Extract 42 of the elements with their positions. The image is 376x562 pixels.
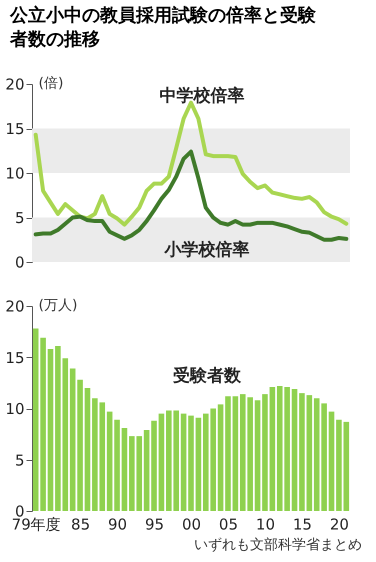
x-tick-label: 95 bbox=[144, 516, 164, 534]
x-tick-label: 20 bbox=[330, 516, 349, 534]
text: いずれも文部科学省まとめ bbox=[193, 536, 362, 554]
line-series bbox=[34, 150, 348, 242]
bar bbox=[129, 436, 135, 511]
x-tick-label: 10 bbox=[256, 516, 275, 534]
series-label: 中学校倍率 bbox=[160, 86, 244, 106]
x-tick-label: 15 bbox=[292, 516, 312, 534]
bar bbox=[306, 395, 312, 511]
bar bbox=[344, 422, 350, 511]
bar bbox=[62, 358, 68, 511]
y-tick-label: 0 bbox=[14, 254, 24, 272]
bar bbox=[136, 436, 142, 511]
x-tick-label: 90 bbox=[108, 516, 128, 534]
y-tick-label: 20 bbox=[5, 76, 24, 94]
series-label: 小学校倍率 bbox=[164, 240, 250, 260]
x-tick-label: 79年度 bbox=[12, 516, 61, 534]
bar bbox=[276, 386, 283, 511]
bar bbox=[202, 414, 209, 511]
bar bbox=[240, 394, 246, 511]
y-tick-label: 5 bbox=[14, 209, 24, 227]
bar bbox=[314, 398, 320, 511]
y-axis-title: (万人) bbox=[38, 298, 78, 314]
bar bbox=[247, 397, 253, 511]
bar bbox=[166, 410, 172, 511]
bar bbox=[32, 328, 38, 511]
y-axis-title: (倍) bbox=[38, 76, 64, 92]
x-tick-label: 05 bbox=[218, 516, 238, 534]
bar bbox=[210, 408, 216, 511]
chart-title: 公立小中の教員採用試験の倍率と受験者数の推移 bbox=[8, 4, 317, 52]
y-tick-label: 15 bbox=[5, 348, 24, 367]
x-tick-label: 85 bbox=[71, 516, 90, 534]
y-tick-label: 5 bbox=[14, 451, 24, 470]
y-tick-label: 10 bbox=[5, 164, 24, 182]
x-tick-label: 00 bbox=[182, 516, 202, 534]
bar bbox=[99, 402, 106, 511]
y-tick-label: 10 bbox=[5, 400, 24, 418]
y-tick-label: 15 bbox=[5, 120, 24, 138]
bar bbox=[70, 368, 76, 511]
bar bbox=[173, 410, 180, 511]
y-tick-label: 20 bbox=[5, 298, 24, 316]
series-label: 受験者数 bbox=[173, 366, 242, 386]
